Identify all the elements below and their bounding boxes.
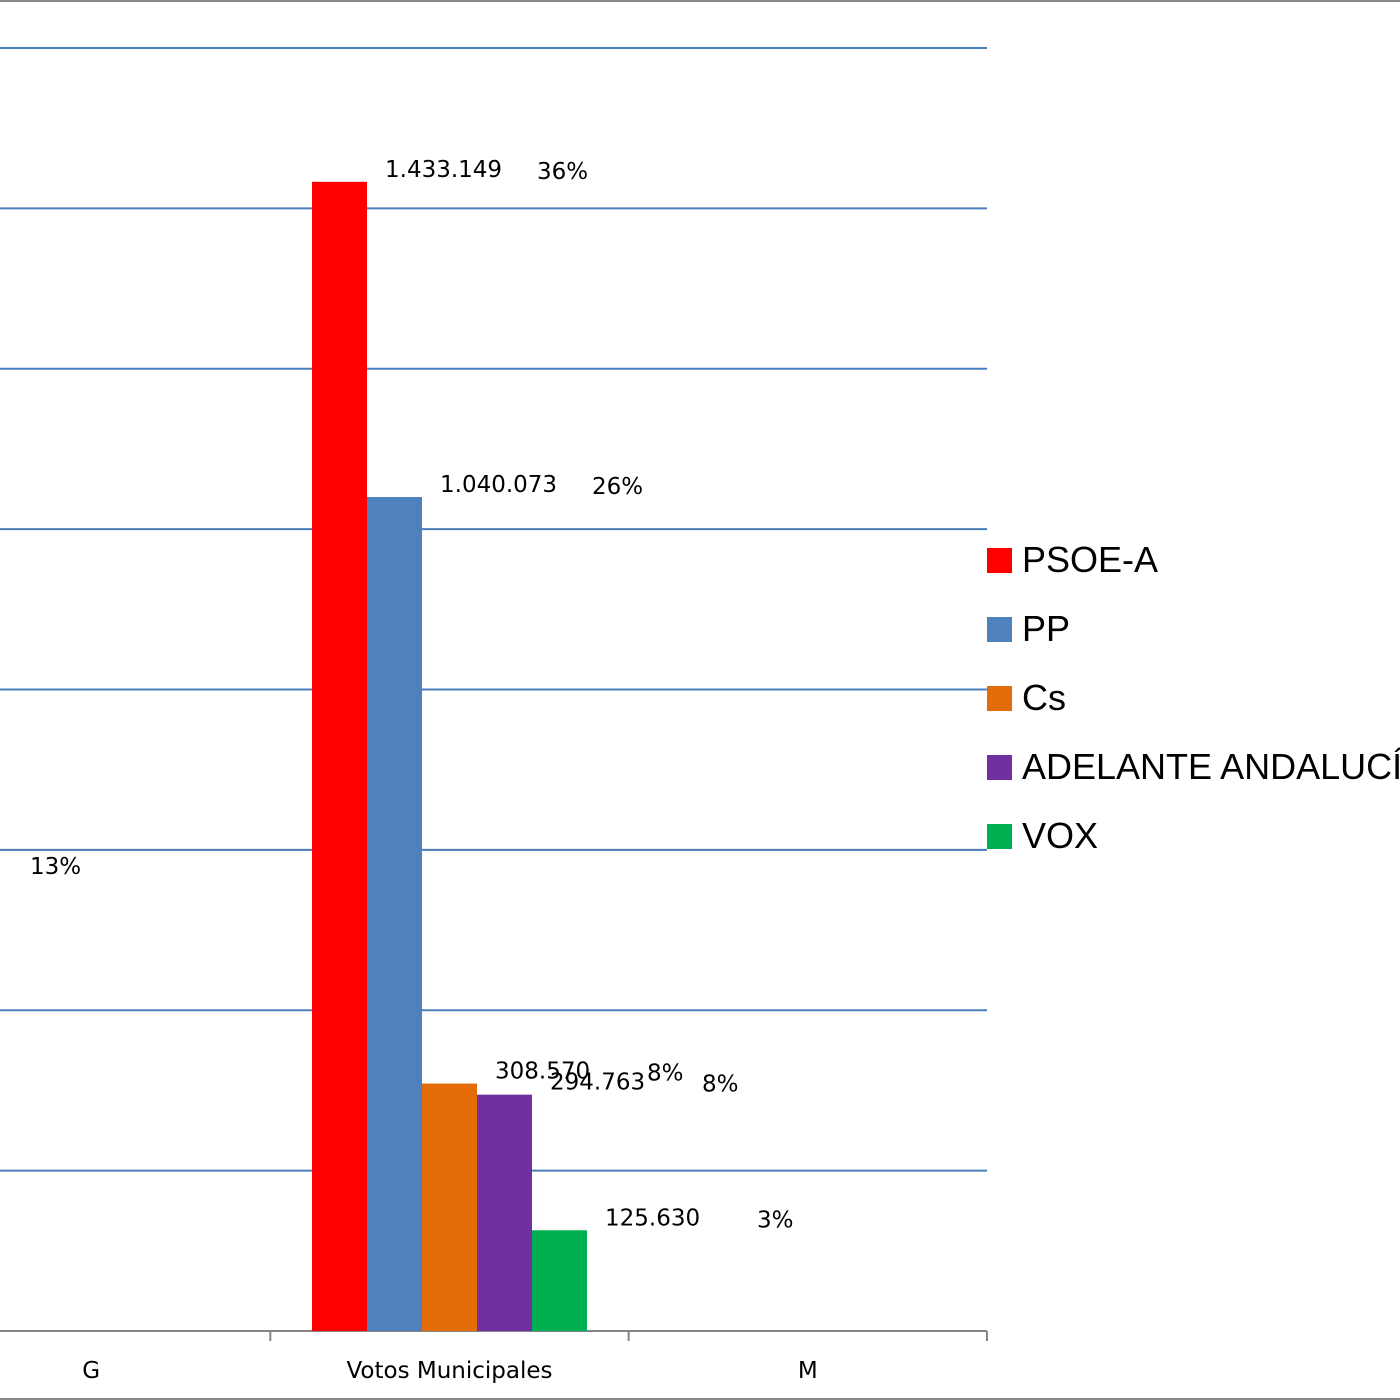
value-label: 125.630 — [605, 1205, 700, 1231]
bars — [312, 181, 587, 1331]
percent-label: 8% — [647, 1061, 684, 1087]
legend-swatch — [987, 616, 1012, 642]
legend-swatch — [987, 754, 1012, 780]
bar-psoe-a — [312, 181, 367, 1331]
percent-label: 8% — [702, 1072, 739, 1098]
x-axis: G Votos Municipales M — [0, 1330, 988, 1384]
value-label: 308.570 — [495, 1059, 590, 1085]
x-tick-label: M — [798, 1358, 818, 1384]
x-tick-label: G — [82, 1358, 100, 1384]
legend: PSOE-A PP Cs ADELANTE ANDALUCÍA VOX — [987, 538, 1400, 883]
legend-item: PP — [987, 607, 1400, 651]
value-label: 294.763 — [550, 1070, 645, 1096]
value-label: 1.040.073 — [440, 472, 557, 498]
bar-pp — [367, 496, 422, 1331]
legend-swatch — [987, 823, 1012, 849]
bar-vox — [532, 1230, 587, 1331]
percent-label: 26% — [592, 474, 643, 500]
data-labels: 1.433.149 36%1.040.073 26%308.570 8%294.763… — [30, 157, 794, 1233]
legend-item: Cs — [987, 676, 1400, 720]
bar-cs — [422, 1083, 477, 1331]
legend-label: ADELANTE ANDALUCÍA — [1022, 746, 1400, 787]
legend-item: ADELANTE ANDALUCÍA — [987, 745, 1400, 789]
legend-label: Cs — [1022, 677, 1066, 718]
x-tick-label: Votos Municipales — [346, 1358, 552, 1384]
annotation-label: 13% — [30, 854, 81, 880]
legend-item: VOX — [987, 814, 1400, 858]
percent-label: 3% — [757, 1207, 794, 1233]
bar-adelante-andaluc-a — [477, 1094, 532, 1331]
legend-label: PSOE-A — [1022, 539, 1159, 580]
value-label: 1.433.149 — [385, 157, 502, 183]
legend-label: PP — [1022, 608, 1071, 649]
legend-swatch — [987, 547, 1012, 573]
legend-label: VOX — [1022, 815, 1099, 856]
legend-item: PSOE-A — [987, 538, 1400, 582]
gridlines — [0, 47, 987, 1172]
legend-swatch — [987, 685, 1012, 711]
percent-label: 36% — [537, 159, 588, 185]
